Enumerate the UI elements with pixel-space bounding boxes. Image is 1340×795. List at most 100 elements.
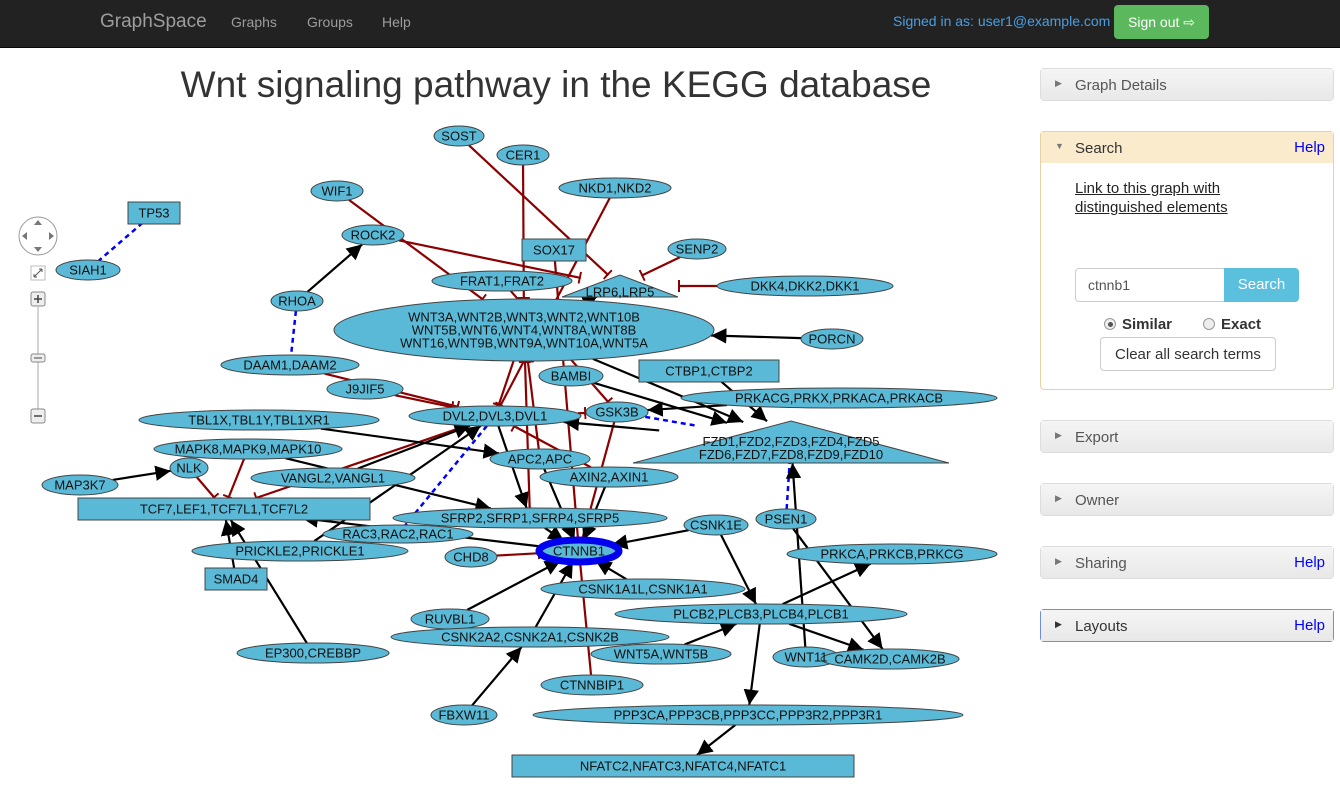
sign-out-button[interactable]: Sign out ⇨ — [1114, 5, 1209, 39]
edge-binding[interactable] — [644, 415, 695, 427]
node-psen1[interactable] — [755, 508, 817, 530]
search-help-link[interactable]: Help — [1294, 139, 1325, 156]
edge-activation[interactable] — [306, 243, 363, 293]
edge-activation[interactable] — [743, 623, 761, 706]
edge-activation[interactable] — [466, 559, 562, 611]
node-plcb[interactable] — [614, 603, 908, 625]
graph-canvas[interactable]: SOST CER1 WIF1 NKD1,NKD2 TP53 SIAH1 ROCK2 SOX17… — [0, 0, 1000, 795]
edge-inhibition[interactable] — [638, 256, 681, 282]
pan-control[interactable] — [18, 216, 58, 256]
radio-similar[interactable]: Similar — [1104, 316, 1172, 333]
node-bambi[interactable] — [538, 365, 604, 387]
nav-help[interactable]: Help — [382, 14, 411, 30]
node-sox17[interactable] — [521, 238, 587, 262]
edge-inhibition[interactable] — [394, 394, 455, 414]
brand-logo[interactable]: GraphSpace — [100, 11, 207, 32]
node-ppp3[interactable] — [532, 704, 964, 726]
edge-binding[interactable] — [404, 425, 488, 526]
panel-sharing[interactable]: ▶ Sharing Help — [1040, 546, 1334, 579]
edge-activation[interactable] — [647, 401, 728, 417]
edge-inhibition[interactable] — [574, 561, 593, 676]
node-ep300[interactable] — [236, 642, 390, 664]
node-vangl[interactable] — [250, 467, 416, 489]
edge-inhibition[interactable] — [521, 360, 540, 450]
node-axin[interactable] — [539, 466, 679, 488]
signed-in-user[interactable]: Signed in as: user1@example.com — [893, 13, 1111, 29]
node-dkk[interactable] — [716, 275, 894, 297]
node-wnt5a[interactable] — [590, 643, 732, 665]
edge-activation[interactable] — [595, 560, 627, 581]
node-mapk[interactable] — [153, 438, 343, 460]
edge-binding[interactable] — [98, 221, 144, 262]
node-rhoa[interactable] — [270, 290, 324, 312]
panel-layouts[interactable]: ▶ Layouts Help — [1040, 609, 1334, 642]
edge-activation[interactable] — [112, 465, 171, 481]
node-apc[interactable] — [489, 448, 591, 470]
edge-activation[interactable] — [563, 415, 660, 432]
node-siah1[interactable] — [55, 259, 121, 281]
node-prkc[interactable] — [786, 543, 998, 565]
search-panel-header[interactable]: ▼ Search Help — [1041, 132, 1333, 163]
node-nfatc[interactable] — [511, 754, 855, 778]
node-rock2[interactable] — [341, 224, 405, 246]
edge-activation[interactable] — [611, 529, 689, 550]
panel-graph-details[interactable]: ▶ Graph Details — [1040, 68, 1334, 101]
node-prickle[interactable] — [191, 540, 409, 562]
node-rac[interactable] — [322, 524, 474, 544]
edge-activation[interactable] — [788, 622, 864, 652]
node-camk2[interactable] — [820, 648, 960, 670]
search-input[interactable]: ctnnb1 — [1075, 268, 1225, 302]
node-csnk2[interactable] — [390, 626, 670, 648]
node-daam[interactable] — [220, 354, 360, 376]
node-fzd[interactable] — [632, 420, 950, 464]
node-lrp[interactable] — [561, 274, 679, 298]
node-wif1[interactable] — [310, 180, 364, 202]
node-porcn[interactable] — [800, 328, 864, 350]
panel-owner[interactable]: ▶ Owner — [1040, 483, 1334, 516]
node-chd8[interactable] — [444, 546, 498, 568]
node-tbl1[interactable] — [138, 409, 380, 431]
edge-inhibition[interactable] — [492, 360, 515, 408]
node-sfrp[interactable] — [392, 507, 668, 529]
edge-inhibition[interactable] — [496, 547, 541, 560]
distinguished-link[interactable]: Link to this graph with distinguished ele… — [1075, 179, 1228, 217]
node-cer1[interactable] — [496, 144, 550, 166]
edge-activation[interactable] — [357, 423, 471, 470]
node-ctbp[interactable] — [638, 359, 780, 383]
node-ctnnb1[interactable] — [535, 536, 623, 566]
node-ctnnbip1[interactable] — [540, 674, 644, 696]
node-map3k7[interactable] — [41, 474, 119, 496]
node-fbxw11[interactable] — [430, 704, 498, 726]
edge-activation[interactable] — [710, 328, 802, 344]
node-dvl[interactable] — [408, 405, 582, 427]
panel-export[interactable]: ▶ Export — [1040, 420, 1334, 453]
edge-inhibition[interactable] — [195, 476, 220, 502]
nav-groups[interactable]: Groups — [307, 14, 353, 30]
node-frat[interactable] — [431, 270, 573, 292]
edge-binding[interactable] — [785, 462, 791, 510]
node-gsk3b[interactable] — [585, 401, 649, 423]
nav-graphs[interactable]: Graphs — [231, 14, 277, 30]
node-tp53[interactable] — [127, 201, 181, 225]
radio-exact[interactable]: Exact — [1203, 316, 1261, 333]
node-smad4[interactable] — [204, 567, 268, 591]
edge-activation[interactable] — [229, 519, 308, 644]
node-csnk1a[interactable] — [540, 578, 746, 600]
sharing-help-link[interactable]: Help — [1294, 554, 1325, 571]
edge-inhibition[interactable] — [518, 360, 532, 509]
node-csnk1e[interactable] — [683, 514, 749, 536]
node-wnt[interactable] — [333, 298, 715, 362]
node-nkd[interactable] — [558, 177, 672, 199]
edge-activation[interactable] — [696, 724, 736, 756]
edge-activation[interactable] — [471, 646, 523, 707]
edge-activation[interactable] — [720, 534, 757, 605]
edge-inhibition[interactable] — [222, 458, 246, 501]
edge-activation[interactable] — [782, 562, 872, 606]
edge-inhibition[interactable] — [398, 239, 582, 284]
node-nlk[interactable] — [169, 457, 209, 479]
node-senp2[interactable] — [667, 238, 727, 260]
edge-binding[interactable] — [289, 310, 298, 356]
clear-search-button[interactable]: Clear all search terms — [1100, 337, 1276, 371]
layouts-help-link[interactable]: Help — [1294, 617, 1325, 634]
node-sost[interactable] — [433, 125, 485, 147]
